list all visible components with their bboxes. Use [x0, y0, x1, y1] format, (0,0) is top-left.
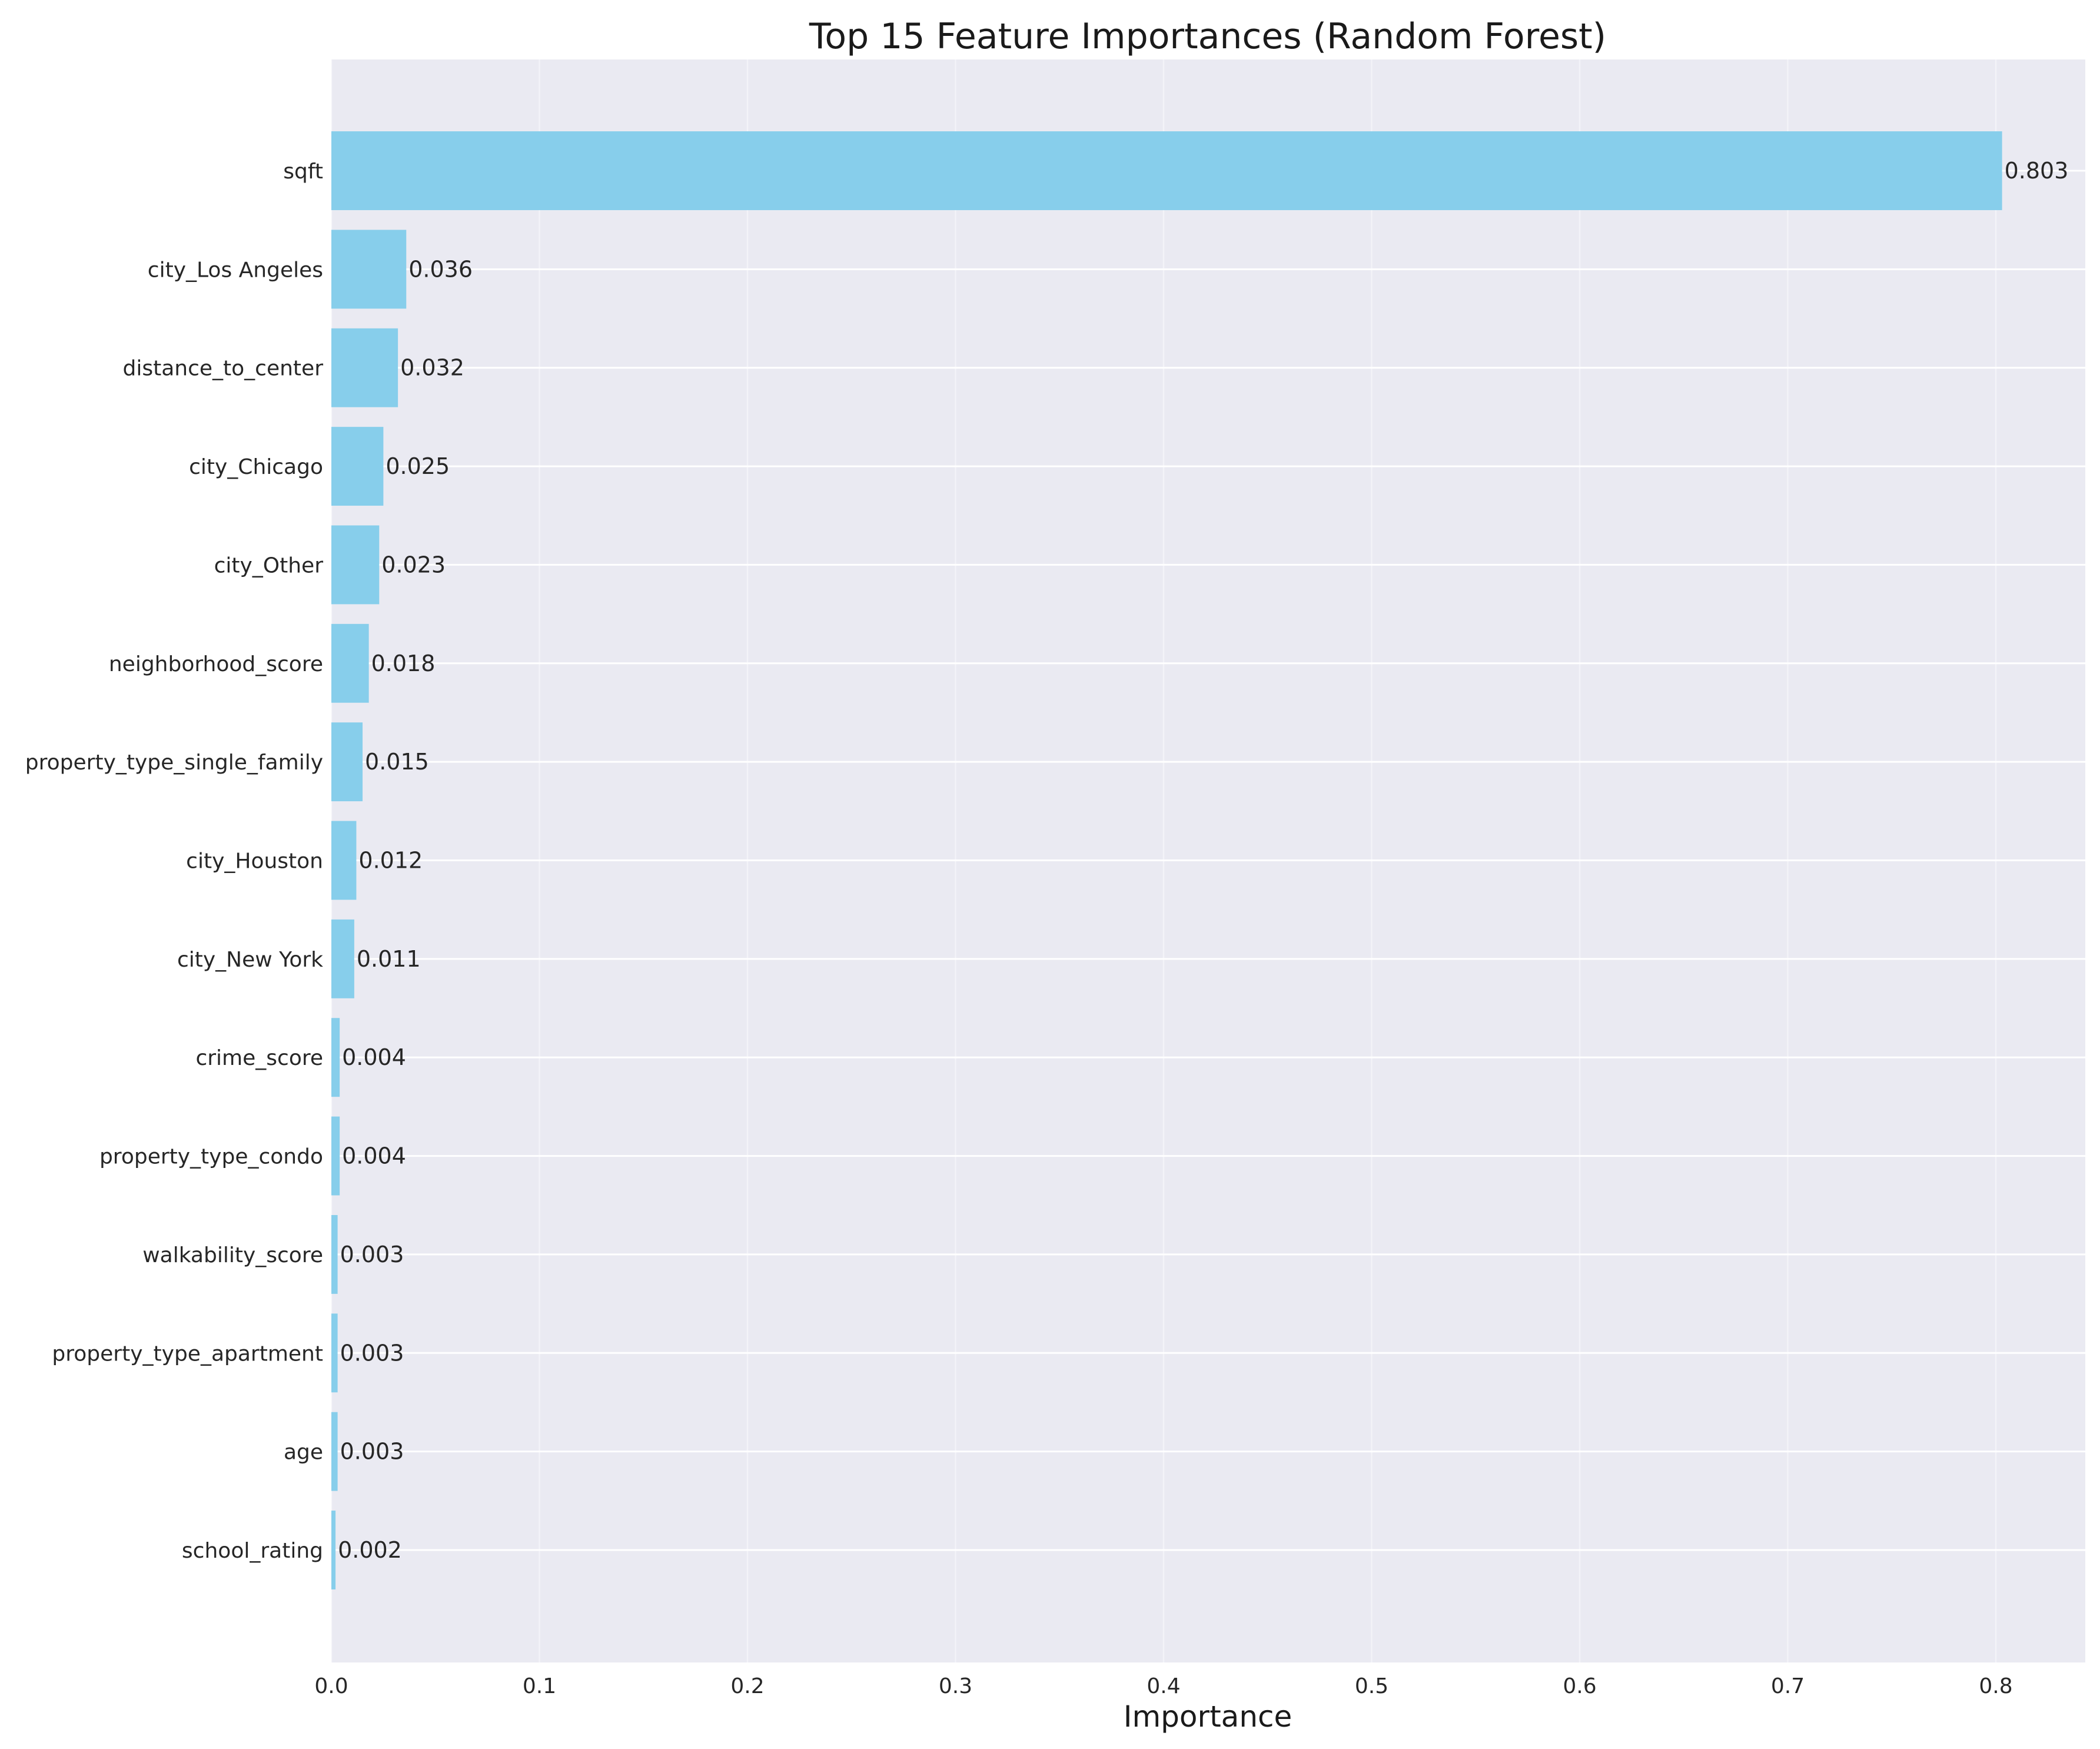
data-label: 0.018: [371, 651, 436, 676]
bar: [331, 131, 2002, 210]
y-tick-label: city_Houston: [186, 849, 323, 874]
x-tick-label: 0.0: [314, 1674, 348, 1698]
data-label: 0.004: [342, 1044, 406, 1070]
data-label: 0.002: [338, 1537, 402, 1563]
x-tick-label: 0.3: [939, 1674, 972, 1698]
x-tick-label: 0.5: [1355, 1674, 1388, 1698]
x-tick-label: 0.7: [1771, 1674, 1805, 1698]
data-label: 0.803: [2005, 158, 2069, 184]
chart-title: Top 15 Feature Importances (Random Fores…: [809, 16, 1606, 57]
data-label: 0.023: [381, 552, 446, 578]
y-tick-label: property_type_condo: [99, 1145, 323, 1169]
y-tick-label: age: [284, 1441, 323, 1465]
y-tick-label: crime_score: [195, 1046, 323, 1070]
data-label: 0.004: [342, 1143, 406, 1169]
bar: [331, 230, 407, 309]
data-label: 0.032: [400, 355, 464, 381]
y-tick-label: city_Chicago: [189, 455, 323, 479]
bar: [331, 427, 384, 506]
y-tick-label: property_type_apartment: [52, 1342, 323, 1366]
data-labels: 0.803 0.036 0.032 0.025 0.023 0.018 0.015 0.012…: [338, 158, 2068, 1563]
bar: [331, 821, 357, 900]
bar: [331, 1511, 336, 1589]
bar: [331, 1214, 338, 1294]
y-tick-label: city_Other: [214, 553, 324, 578]
bars: [331, 131, 2002, 1589]
bar: [331, 1116, 340, 1196]
y-tick-label: walkability_score: [142, 1243, 323, 1267]
data-label: 0.025: [386, 453, 450, 479]
y-tick-labels: sqft city_Los Angeles distance_to_centerci…: [25, 160, 323, 1563]
data-label: 0.003: [340, 1242, 404, 1267]
y-tick-label: distance_to_center: [122, 357, 323, 381]
y-tick-label: property_type_single_family: [25, 751, 323, 775]
x-tick-label: 0.6: [1563, 1674, 1596, 1698]
x-axis-label: Importance: [1124, 1700, 1292, 1734]
bar: [331, 623, 369, 703]
bar: [331, 1018, 340, 1097]
data-label: 0.015: [365, 749, 429, 775]
bar: [331, 1412, 338, 1491]
bar: [331, 525, 380, 605]
data-label: 0.011: [357, 946, 421, 972]
bar: [331, 1313, 338, 1393]
data-label: 0.036: [408, 256, 473, 282]
y-tick-label: city_Los Angeles: [148, 258, 323, 282]
y-tick-label: city_New York: [177, 948, 323, 972]
y-tick-label: school_rating: [182, 1539, 323, 1563]
data-label: 0.012: [358, 848, 423, 874]
x-tick-label: 0.1: [523, 1674, 556, 1698]
bar: [331, 919, 354, 998]
y-tick-label: sqft: [283, 160, 323, 184]
x-tick-label: 0.8: [1979, 1674, 2012, 1698]
x-tick-label: 0.4: [1147, 1674, 1180, 1698]
y-tick-label: neighborhood_score: [109, 652, 323, 676]
bar: [331, 328, 398, 407]
data-label: 0.003: [340, 1439, 404, 1465]
data-label: 0.003: [340, 1340, 404, 1366]
x-tick-label: 0.2: [730, 1674, 764, 1698]
bar: [331, 722, 363, 802]
x-tick-labels: 0.0 0.1 0.2 0.3 0.4 0.5 0.6 0.7 0.8: [314, 1674, 2012, 1698]
